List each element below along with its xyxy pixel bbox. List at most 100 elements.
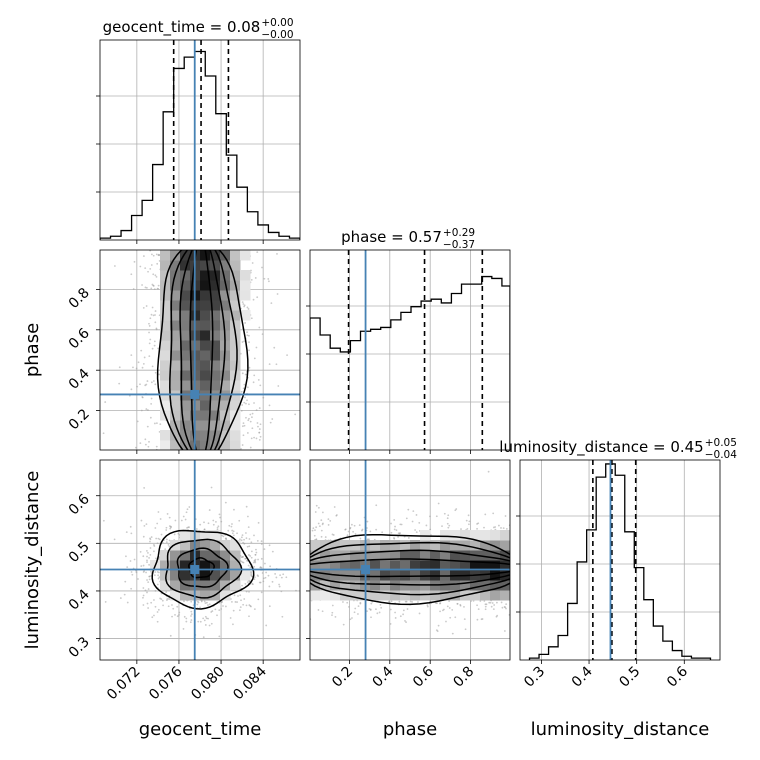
density-cell [180, 540, 191, 551]
scatter-point [147, 445, 150, 448]
density-cell [370, 540, 381, 551]
density-cell [200, 420, 211, 431]
contour-level-2 [176, 547, 229, 588]
scatter-point [159, 423, 162, 426]
density-cell [180, 380, 191, 391]
scatter-point [126, 566, 129, 569]
scatter-point [153, 288, 156, 291]
scatter-point [492, 608, 495, 610]
scatter-point [148, 563, 150, 566]
panel-luminosity_distance-vs-phase: 0.2 0.4 0.6 0.8 [306, 459, 511, 691]
scatter-point [218, 609, 221, 612]
scatter-point [352, 530, 355, 533]
scatter-point [156, 571, 159, 573]
scatter-point [335, 514, 338, 516]
y-tick-label-phase: 0.2 [66, 406, 93, 433]
density-cell [180, 310, 191, 321]
density-cell [500, 540, 510, 551]
scatter-point [331, 533, 334, 536]
scatter-point [144, 286, 147, 289]
scatter-point [228, 524, 231, 527]
scatter-point [162, 604, 164, 607]
density-cell [220, 560, 231, 571]
scatter-point [276, 252, 278, 255]
scatter-point [104, 601, 107, 603]
density-cell [230, 580, 241, 591]
scatter-point [257, 598, 260, 601]
scatter-point [322, 522, 324, 525]
density-cell [210, 340, 221, 351]
scatter-point [231, 523, 233, 525]
contour-level-4 [310, 533, 510, 606]
scatter-point [411, 520, 414, 523]
scatter-point [204, 624, 207, 626]
density-cell [210, 570, 221, 581]
density-cell [310, 590, 321, 601]
scatter-point [249, 420, 252, 423]
scatter-point [150, 536, 153, 538]
density-cell [340, 540, 351, 551]
scatter-point [168, 545, 171, 548]
scatter-point [141, 284, 143, 286]
scatter-point [454, 509, 457, 512]
scatter-point [244, 532, 247, 534]
scatter-point [456, 602, 459, 605]
scatter-point [220, 520, 223, 523]
scatter-point [503, 606, 506, 608]
density-cell [400, 570, 411, 581]
density-cell [180, 400, 191, 411]
scatter-point [146, 425, 149, 428]
scatter-point [157, 608, 160, 611]
scatter-point [157, 284, 160, 287]
density-cell [450, 550, 461, 561]
scatter-point [242, 387, 245, 390]
density-cell [230, 350, 241, 361]
scatter-point [130, 354, 133, 356]
scatter-point [250, 556, 253, 559]
scatter-point [178, 611, 181, 614]
scatter-point [141, 366, 144, 369]
scatter-point [153, 574, 156, 577]
scatter-point [207, 522, 210, 525]
scatter-point [157, 577, 160, 580]
scatter-point [250, 550, 253, 553]
scatter-point [243, 383, 246, 386]
density-cell [220, 300, 231, 311]
scatter-point [435, 515, 438, 518]
density-cell [390, 580, 401, 591]
scatter-point [168, 598, 170, 601]
density-cell [210, 410, 221, 421]
scatter-point [334, 615, 337, 618]
panel-frame [309, 459, 511, 661]
scatter-point [460, 528, 462, 530]
title-minus-error: −0.00 [261, 29, 293, 41]
panel-plot-area [310, 250, 510, 450]
density-cell [180, 360, 191, 371]
scatter-point [331, 604, 334, 607]
density-cell [460, 530, 471, 541]
density-cell [200, 570, 211, 581]
density-cell [490, 580, 501, 591]
density-cell [330, 590, 341, 601]
scatter-point [248, 590, 250, 593]
scatter-point [145, 550, 148, 552]
scatter-point [375, 528, 378, 531]
scatter-point [166, 538, 168, 541]
density-cell [160, 580, 171, 591]
density-cell [200, 370, 211, 381]
scatter-point [257, 425, 259, 428]
scatter-point [154, 310, 157, 312]
scatter-point [274, 573, 277, 575]
density-cell [200, 300, 211, 311]
density-cell [160, 400, 171, 411]
scatter-point [158, 556, 161, 559]
scatter-point [185, 511, 188, 514]
density-cell [410, 570, 421, 581]
scatter-point [142, 564, 145, 567]
scatter-point [130, 273, 133, 276]
density-cell [220, 380, 231, 391]
scatter-point [173, 533, 176, 536]
scatter-point [148, 557, 150, 559]
scatter-point [174, 519, 177, 522]
